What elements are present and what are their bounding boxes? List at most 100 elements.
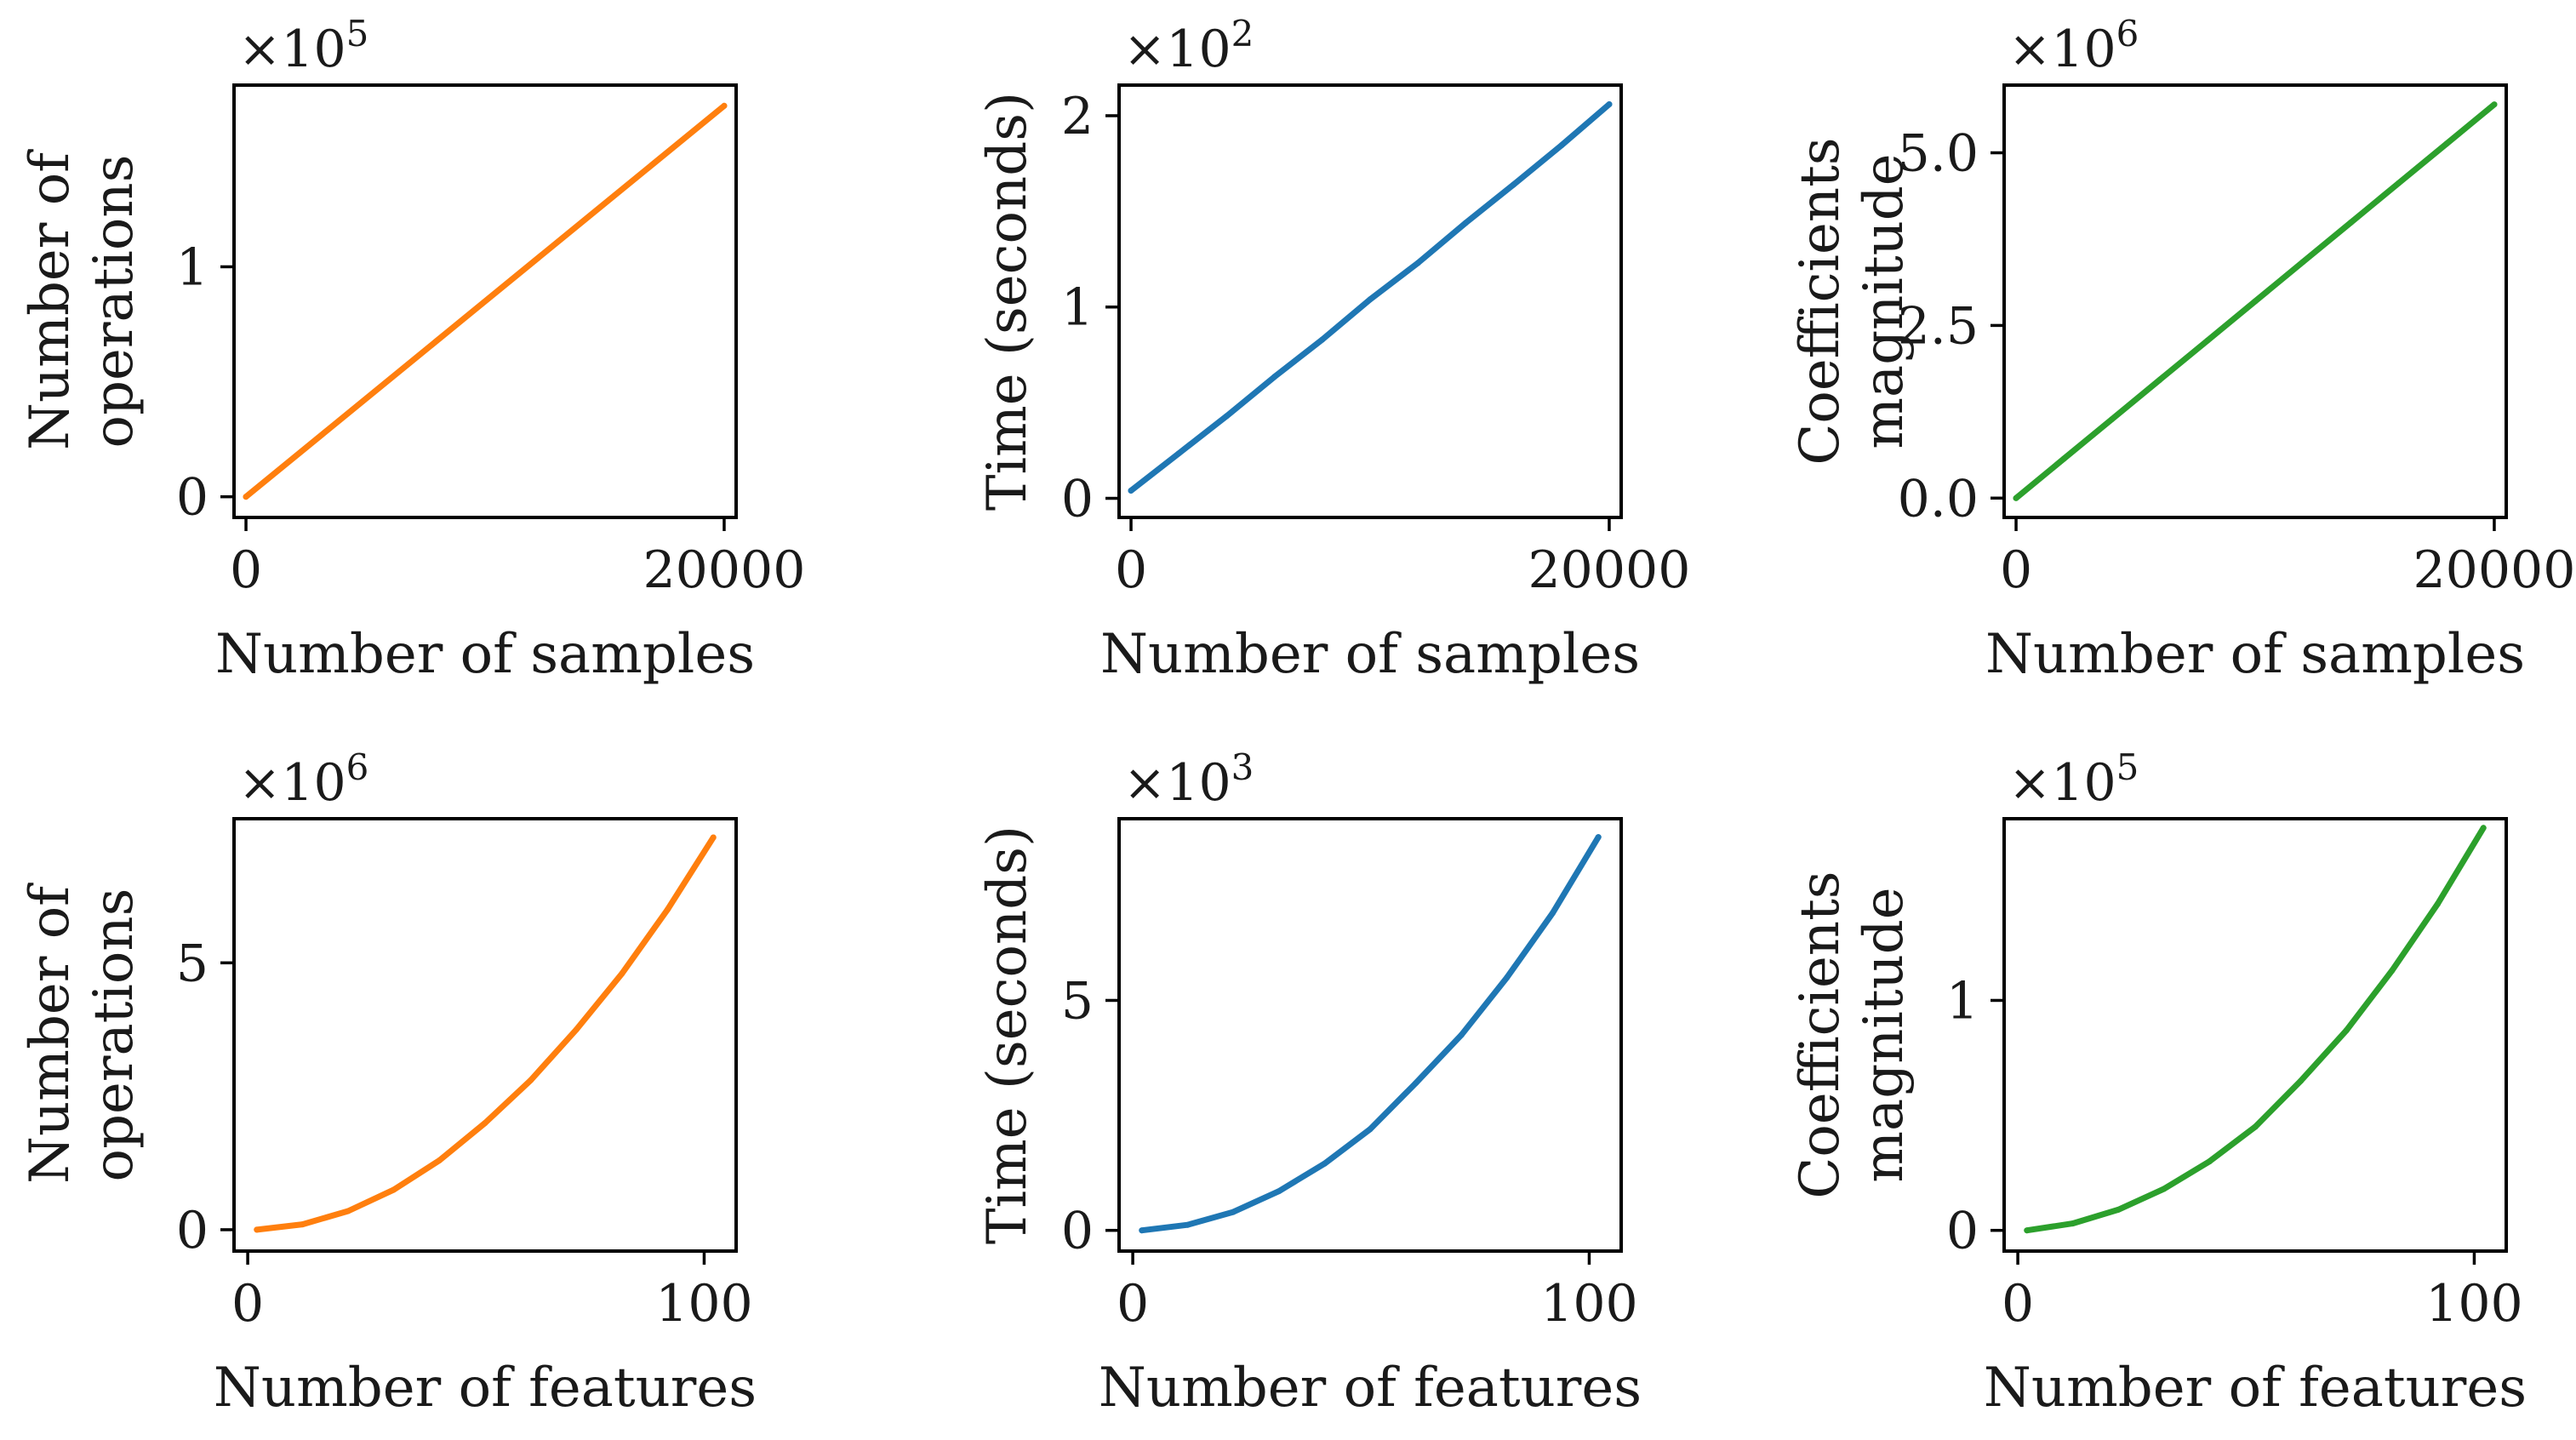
panel-bottom-left: 0 100 0 5 Number of features Number of operati… — [19, 746, 757, 1420]
data-point — [1550, 910, 1556, 917]
data-point — [2443, 140, 2450, 147]
data-point — [2070, 1220, 2076, 1227]
x-tick-label: 100 — [2425, 1274, 2523, 1334]
y-tick-label: 1 — [1061, 278, 1094, 338]
data-point — [1230, 1209, 1237, 1215]
y-axis-label: Coefficients — [1789, 137, 1852, 465]
y-tick-label: 0 — [1061, 470, 1094, 529]
data-point — [2389, 967, 2396, 974]
data-point — [243, 494, 249, 500]
data-point — [1128, 488, 1134, 494]
data-point — [2299, 259, 2306, 266]
x-tick-label: 0 — [2000, 540, 2032, 600]
data-point — [1321, 1160, 1328, 1167]
data-point — [573, 1026, 580, 1033]
data-point — [1511, 181, 1517, 188]
data-point — [2204, 337, 2211, 344]
data-point — [1276, 1188, 1282, 1195]
data-point — [2343, 1027, 2350, 1034]
data-point — [1185, 1221, 1191, 1228]
data-point — [665, 906, 671, 913]
y-tick-label: 0 — [1061, 1202, 1094, 1261]
data-point — [2396, 180, 2402, 186]
data-point — [2108, 416, 2115, 423]
y-axis-label: Coefficients — [1789, 871, 1852, 1198]
data-point — [2013, 494, 2019, 501]
y-tick-label: 5 — [176, 934, 208, 993]
data-point — [2115, 1206, 2122, 1213]
data-point — [300, 1221, 306, 1228]
data-point — [721, 102, 728, 109]
offset-exponent: 5 — [346, 13, 369, 54]
data-point — [436, 1157, 443, 1163]
axes-frame — [1117, 817, 1623, 1253]
data-point — [2347, 220, 2354, 226]
offset-base: ×10 — [238, 20, 346, 79]
data-point — [2252, 1123, 2259, 1130]
offset-exponent: 6 — [2116, 13, 2139, 54]
data-point — [1223, 413, 1230, 420]
series-line — [1139, 834, 1602, 1234]
y-tick-label: 1 — [176, 237, 208, 297]
data-point — [528, 1077, 534, 1083]
x-axis-label: Number of features — [214, 1357, 757, 1420]
data-point — [2298, 1077, 2305, 1084]
panel-top-left: 0 20000 0 1 Number of samples Number of operat… — [19, 13, 805, 686]
axes-frame — [2002, 83, 2508, 519]
data-point — [710, 834, 717, 841]
series-line — [243, 102, 728, 500]
x-axis-label: Number of samples — [215, 623, 755, 686]
y-offset-label: ×102 — [1123, 13, 1254, 79]
panel-bottom-right: 0 100 0 1 Number of features Coefficients magn… — [1789, 746, 2527, 1420]
y-tick-label: 2.5 — [1898, 296, 1979, 356]
data-point — [619, 970, 625, 977]
y-tick-label: 0.0 — [1898, 469, 1979, 529]
data-point — [1319, 336, 1326, 343]
data-point — [482, 1120, 488, 1126]
offset-base: ×10 — [1123, 753, 1231, 813]
offset-base: ×10 — [2008, 20, 2116, 79]
y-axis-label: Number of — [19, 883, 82, 1184]
data-point — [1558, 142, 1565, 149]
offset-exponent: 6 — [346, 746, 369, 788]
data-point — [1458, 1031, 1465, 1038]
y-offset-label: ×106 — [2008, 13, 2139, 79]
data-point — [2480, 825, 2487, 831]
data-point — [1595, 834, 1602, 841]
y-tick-label: 5.0 — [1898, 124, 1979, 184]
x-tick-label: 0 — [230, 540, 262, 600]
y-tick-label: 5 — [1061, 971, 1094, 1031]
data-point — [2161, 1186, 2168, 1192]
x-tick-label: 0 — [1117, 1274, 1149, 1334]
axes-frame — [2002, 817, 2508, 1253]
x-tick-label: 0 — [1115, 540, 1147, 600]
data-point — [2060, 455, 2067, 462]
data-point — [1414, 260, 1421, 266]
data-point — [2156, 377, 2163, 383]
axes-frame — [232, 83, 738, 519]
panel-top-middle: 0 20000 0 1 2 Number of samples Time (seconds)… — [976, 13, 1690, 686]
y-tick-label: 0 — [176, 1201, 208, 1260]
series-line — [254, 834, 717, 1233]
y-offset-label: ×105 — [2008, 746, 2139, 813]
offset-base: ×10 — [1123, 20, 1231, 79]
data-point — [345, 1208, 351, 1214]
x-axis-label: Number of features — [1984, 1357, 2527, 1420]
y-offset-label: ×105 — [238, 13, 368, 79]
y-axis-label: operations — [83, 155, 146, 449]
offset-base: ×10 — [2008, 753, 2116, 813]
offset-exponent: 5 — [2116, 746, 2139, 788]
data-point — [1175, 450, 1182, 457]
offset-exponent: 3 — [1231, 746, 1254, 788]
data-point — [2024, 1227, 2031, 1234]
data-point — [1606, 101, 1613, 107]
y-tick-label: 0 — [1946, 1202, 1979, 1261]
data-point — [2206, 1158, 2213, 1165]
data-point — [1504, 974, 1511, 980]
y-axis-label: Time (seconds) — [976, 826, 1039, 1244]
x-tick-label: 0 — [2002, 1274, 2034, 1334]
axes-frame — [1117, 83, 1623, 519]
x-axis-label: Number of features — [1099, 1357, 1642, 1420]
x-axis-label: Number of samples — [1100, 623, 1640, 686]
